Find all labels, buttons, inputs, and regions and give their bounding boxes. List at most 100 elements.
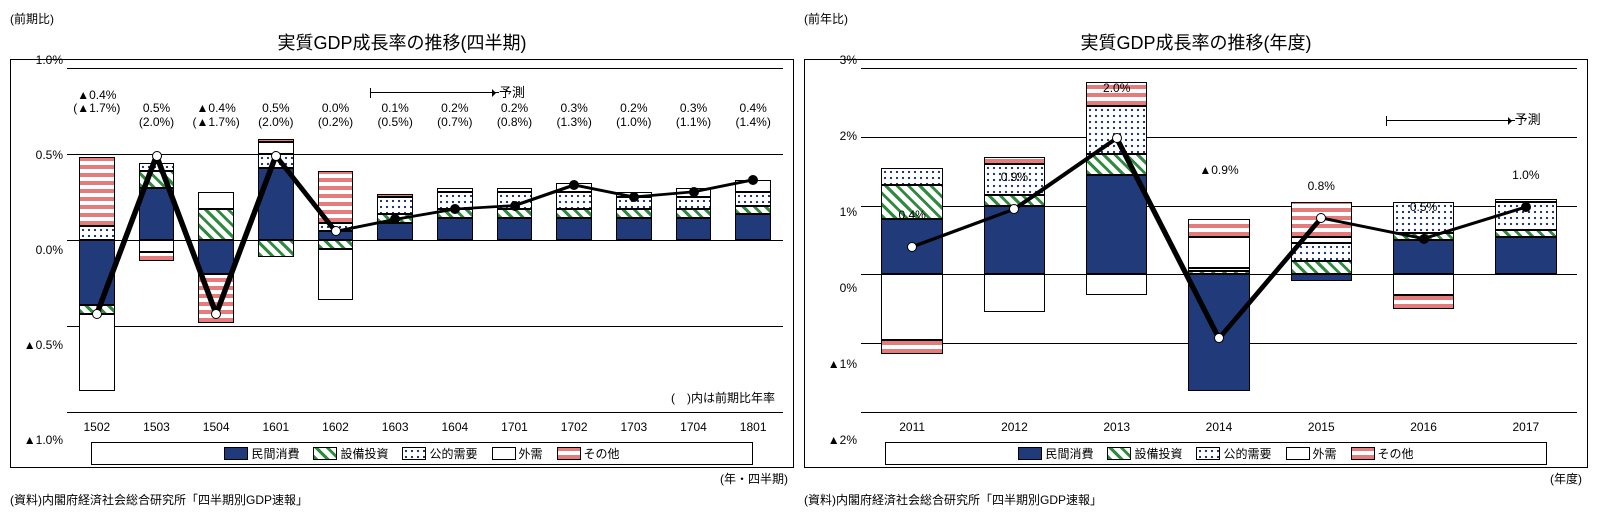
line-marker <box>271 151 281 161</box>
line-marker <box>510 201 520 211</box>
x-axis-label: (年・四半期) <box>10 470 788 487</box>
legend-item: 公的需要 <box>402 445 477 462</box>
y-axis-label: (前期比) <box>10 10 794 27</box>
bar-segment-private <box>258 168 294 240</box>
data-label: 0.3%(1.3%) <box>556 102 591 130</box>
x-tick-label: 2017 <box>1512 420 1539 434</box>
line-marker <box>92 309 102 319</box>
bar-segment-private <box>1393 240 1454 274</box>
y-tick-label: ▲1.0% <box>11 433 63 447</box>
legend-item: 設備投資 <box>313 445 388 462</box>
bar-segment-public <box>1188 268 1249 271</box>
forecast-arrow <box>1386 120 1515 121</box>
data-label: 0.1%(0.5%) <box>377 102 412 130</box>
line-marker <box>629 192 639 202</box>
forecast-label: 予測 <box>1515 109 1541 128</box>
bar-segment-private <box>1086 175 1147 275</box>
bar-segment-private <box>437 218 473 240</box>
bar-segment-private <box>616 218 652 240</box>
quarterly-chart: 1502150315041601160216031604170117021703… <box>10 59 794 468</box>
data-label: 0.4%(1.4%) <box>735 102 770 130</box>
bar-segment-foreign <box>1393 274 1454 295</box>
bar-segment-foreign <box>79 314 115 391</box>
source-note: (資料)内閣府経済社会総合研究所「四半期別GDP速報」 <box>804 491 1588 508</box>
bar-segment-private <box>735 214 771 240</box>
bar-segment-private <box>556 218 592 240</box>
bar-group <box>1188 68 1249 412</box>
y-tick-label: 2% <box>805 129 857 143</box>
bar-segment-capex <box>1188 271 1249 274</box>
forecast-arrow <box>370 92 499 93</box>
bar-segment-public <box>881 168 942 185</box>
bar-segment-foreign <box>984 274 1045 312</box>
x-tick-label: 1601 <box>262 420 289 434</box>
line-marker <box>331 226 341 236</box>
data-label: 0.5%(2.0%) <box>139 102 174 130</box>
chart-note: ( )内は前期比年率 <box>671 389 775 406</box>
legend-item: 設備投資 <box>1107 445 1182 462</box>
line-marker <box>1521 202 1531 212</box>
legend-swatch <box>313 447 337 460</box>
line-marker <box>569 180 579 190</box>
bar-segment-private <box>984 206 1045 275</box>
x-tick-label: 1703 <box>620 420 647 434</box>
y-tick-label: 0.0% <box>11 243 63 257</box>
legend-swatch <box>1286 447 1310 460</box>
legend-label: その他 <box>1378 445 1414 462</box>
x-tick-label: 1701 <box>501 420 528 434</box>
y-tick-label: 0.5% <box>11 148 63 162</box>
legend-label: 公的需要 <box>1223 445 1271 462</box>
bar-segment-capex <box>1495 230 1556 237</box>
bar-segment-other <box>984 157 1045 164</box>
legend-item: 外需 <box>1286 445 1337 462</box>
bar-segment-other <box>79 157 115 226</box>
bar-segment-foreign <box>437 188 473 191</box>
bar-segment-foreign <box>881 274 942 339</box>
y-tick-label: ▲0.5% <box>11 338 63 352</box>
bar-segment-public <box>556 192 592 209</box>
y-tick-label: ▲2% <box>805 433 857 447</box>
chart-title-annual: 実質GDP成長率の推移(年度) <box>804 29 1588 55</box>
x-tick-label: 1603 <box>382 420 409 434</box>
quarterly-panel: (前期比) 実質GDP成長率の推移(四半期) 15021503150416011… <box>10 10 794 508</box>
data-label: ▲0.9% <box>1199 164 1238 178</box>
x-tick-label: 2014 <box>1206 420 1233 434</box>
bar-segment-other <box>1188 219 1249 236</box>
data-label: 0.4% <box>898 209 925 223</box>
line-marker <box>152 151 162 161</box>
bar-segment-capex <box>258 240 294 257</box>
legend-swatch <box>1107 447 1131 460</box>
x-tick-label: 2011 <box>899 420 925 434</box>
legend-label: 民間消費 <box>1045 445 1093 462</box>
legend-swatch <box>1196 447 1220 460</box>
forecast-label: 予測 <box>499 82 525 101</box>
bar-group <box>79 68 115 412</box>
line-marker <box>450 204 460 214</box>
x-axis-label: (年度) <box>804 470 1582 487</box>
data-label: 0.3%(1.1%) <box>676 102 711 130</box>
x-tick-label: 2013 <box>1103 420 1130 434</box>
data-label: 0.2%(0.7%) <box>437 102 472 130</box>
bar-segment-foreign <box>318 249 354 301</box>
legend-swatch <box>557 447 581 460</box>
bar-segment-foreign <box>198 192 234 209</box>
legend-label: その他 <box>584 445 620 462</box>
legend-label: 外需 <box>1313 445 1337 462</box>
bar-segment-capex <box>198 209 234 240</box>
bar-segment-other <box>139 252 175 261</box>
bar-segment-foreign <box>497 188 533 191</box>
data-label: ▲0.4%(▲1.7%) <box>73 89 120 117</box>
bar-group <box>1291 68 1352 412</box>
annual-panel: (前年比) 実質GDP成長率の推移(年度) 201120122013201420… <box>804 10 1588 508</box>
data-label: 0.5%(2.0%) <box>258 102 293 130</box>
line-marker <box>1316 213 1326 223</box>
bar-segment-public <box>79 226 115 240</box>
data-label: ▲0.4%(▲1.7%) <box>193 102 240 130</box>
y-tick-label: 3% <box>805 53 857 67</box>
data-label: 2.0% <box>1103 82 1130 96</box>
data-label: 1.0% <box>1512 169 1539 183</box>
legend-swatch <box>1351 447 1375 460</box>
bar-segment-public <box>676 197 712 209</box>
bar-segment-foreign <box>139 240 175 252</box>
data-label: 0.0%(0.2%) <box>318 102 353 130</box>
